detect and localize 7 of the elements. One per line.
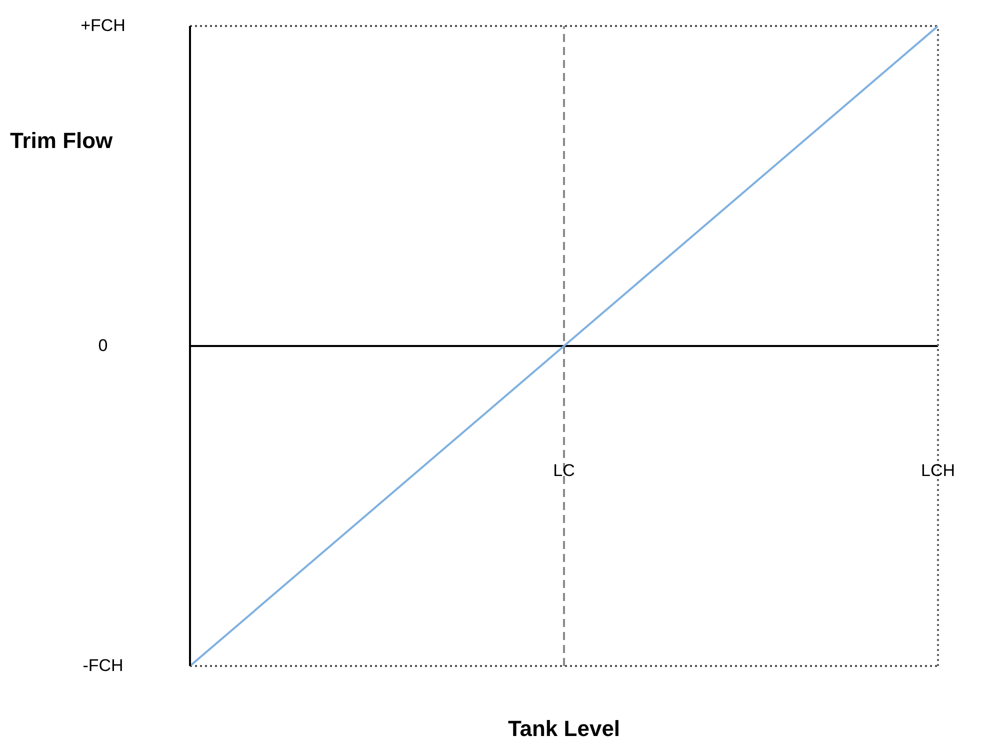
text: -FCH	[82, 656, 124, 676]
x-tick-label: LC	[553, 461, 575, 480]
y-axis-title: Trim Flow	[10, 128, 113, 154]
x-tick-label: LCH	[920, 461, 956, 480]
x-axis-title: Tank Level	[508, 716, 620, 741]
text: +FCH	[80, 16, 126, 36]
text: 0	[97, 336, 109, 356]
